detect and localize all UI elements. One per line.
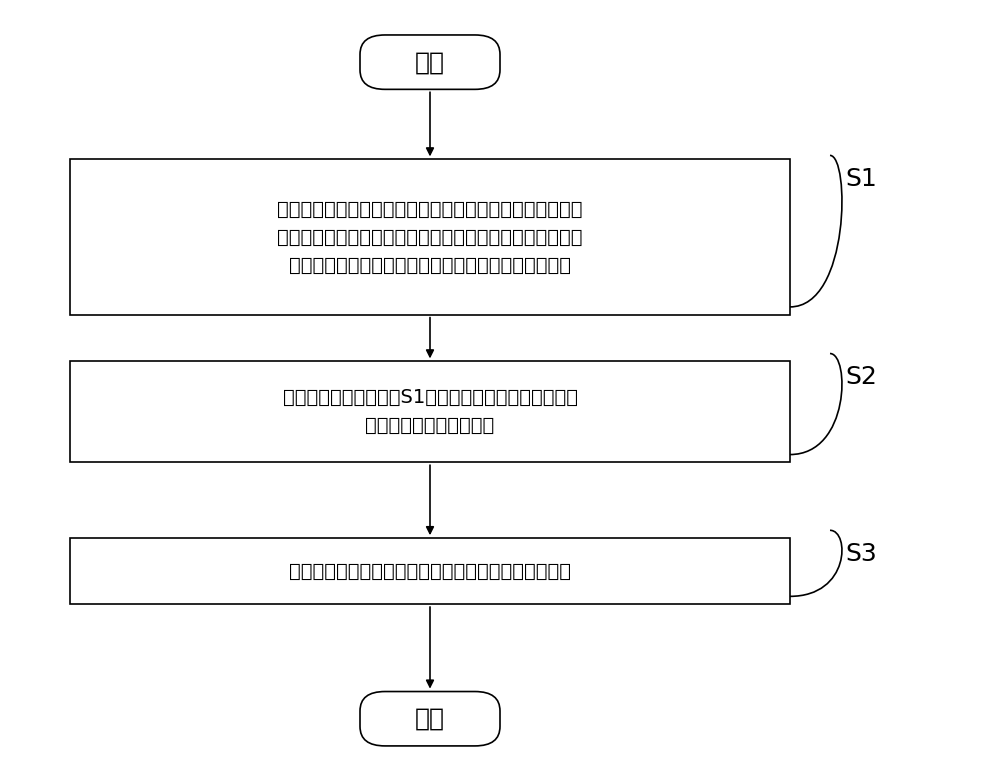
Text: S2: S2	[845, 365, 877, 389]
Text: 向硅胶模具内注入步骤S1中的可溶无创玻尿酸微针贴片
原液，在室温下风淋干燥: 向硅胶模具内注入步骤S1中的可溶无创玻尿酸微针贴片 原液，在室温下风淋干燥	[283, 388, 578, 435]
Text: 结束: 结束	[415, 707, 445, 730]
FancyBboxPatch shape	[70, 361, 790, 462]
Text: S3: S3	[845, 542, 877, 566]
FancyBboxPatch shape	[70, 538, 790, 605]
FancyBboxPatch shape	[360, 692, 500, 746]
FancyBboxPatch shape	[70, 159, 790, 315]
Text: 干燥完全后，剥离模具，获得可溶无创的祛痘微针贴片: 干燥完全后，剥离模具，获得可溶无创的祛痘微针贴片	[289, 562, 571, 580]
Text: 将坚膜材料和甘油加入水中并升温，加入透明质酸或其盐，
充分溶解搅拌均匀，降至室温加入功效成份，搅拌均匀，通
入臭氧杀菌充分后，获得可溶无创玻尿酸微针贴片原液: 将坚膜材料和甘油加入水中并升温，加入透明质酸或其盐， 充分溶解搅拌均匀，降至室温…	[277, 200, 583, 274]
Text: S1: S1	[845, 167, 877, 191]
Text: 开始: 开始	[415, 51, 445, 74]
FancyBboxPatch shape	[360, 35, 500, 89]
